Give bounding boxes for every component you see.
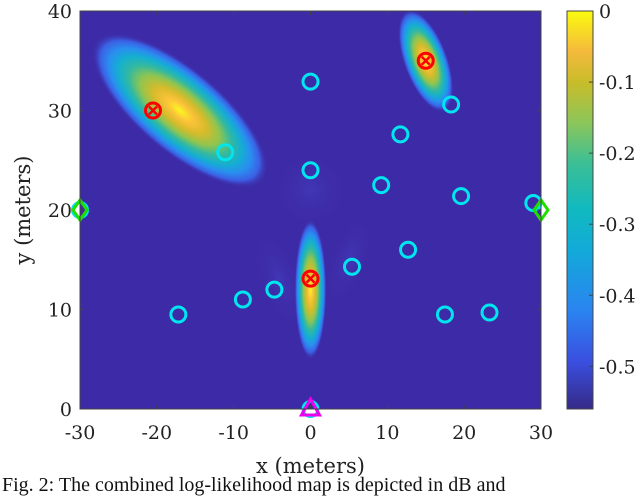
anchor-circle-marker bbox=[399, 240, 418, 259]
heatmap-lobe bbox=[251, 227, 308, 332]
anchor-circle-marker bbox=[169, 305, 188, 324]
anchor-circle-marker bbox=[391, 125, 410, 144]
heatmap bbox=[80, 11, 541, 409]
x-tick-label: -30 bbox=[65, 422, 96, 444]
heatmap-lobe bbox=[270, 150, 351, 231]
y-tick-label: 0 bbox=[60, 399, 72, 421]
figure-caption: Fig. 2: The combined log-likelihood map … bbox=[2, 474, 506, 496]
target-cross bbox=[148, 105, 158, 116]
target-marker bbox=[143, 101, 162, 120]
target-marker bbox=[301, 269, 320, 288]
colorbar-gradient bbox=[566, 10, 594, 410]
anchor-circle-marker bbox=[372, 176, 391, 195]
axes: -30 -20 -10 0 10 20 30 0 10 20 30 40 x (meters) y (me… bbox=[11, 1, 553, 478]
colorbar-tick-label: -0.2 bbox=[599, 143, 636, 165]
x-tick-label: -10 bbox=[218, 422, 249, 444]
x-tick-label: -20 bbox=[142, 422, 173, 444]
x-tick-label: 30 bbox=[529, 422, 553, 444]
target-cross bbox=[420, 55, 431, 66]
target-circle bbox=[143, 101, 162, 120]
plot-area bbox=[71, 11, 550, 418]
anchor-circle-marker bbox=[435, 305, 454, 324]
anchor-circle-marker bbox=[265, 280, 284, 299]
markers bbox=[71, 51, 550, 418]
x-axis-label: x (meters) bbox=[256, 454, 365, 478]
target-circle bbox=[301, 269, 320, 288]
heatmap-peak bbox=[294, 219, 327, 360]
y-tick-label: 30 bbox=[48, 101, 72, 123]
x-tick-label: 0 bbox=[304, 422, 316, 444]
target-circle bbox=[416, 51, 435, 70]
colorbar-tick-label: -0.1 bbox=[599, 72, 636, 94]
heatmap-peak bbox=[91, 32, 269, 189]
anchor-circle-marker bbox=[301, 161, 320, 180]
colorbar-tick-label: -0.4 bbox=[599, 285, 636, 307]
colorbar-tick-label: -0.5 bbox=[599, 356, 636, 378]
colorbar: 0 -0.1 -0.2 -0.3 -0.4 -0.5 bbox=[566, 1, 636, 410]
x-tick-label: 10 bbox=[375, 422, 399, 444]
y-tick-label: 20 bbox=[48, 200, 72, 222]
x-tick-label: 20 bbox=[452, 422, 476, 444]
target-marker bbox=[416, 51, 435, 70]
y-axis-label: y (meters) bbox=[11, 156, 35, 266]
anchor-circle-marker bbox=[342, 257, 361, 276]
colorbar-tick-label: 0 bbox=[599, 1, 611, 23]
y-tick-label: 40 bbox=[48, 1, 72, 23]
colorbar-tick-label: -0.3 bbox=[599, 214, 636, 236]
anchor-circle-marker bbox=[216, 143, 235, 162]
target-cross bbox=[305, 273, 316, 284]
anchor-circle-marker bbox=[233, 290, 252, 309]
anchor-circle-marker bbox=[442, 95, 461, 114]
anchor-circle-marker bbox=[452, 187, 471, 206]
anchor-circle-marker bbox=[301, 72, 320, 91]
anchor-circle-marker bbox=[480, 303, 499, 322]
triangle-marker bbox=[298, 395, 323, 417]
y-tick-label: 10 bbox=[48, 300, 72, 322]
